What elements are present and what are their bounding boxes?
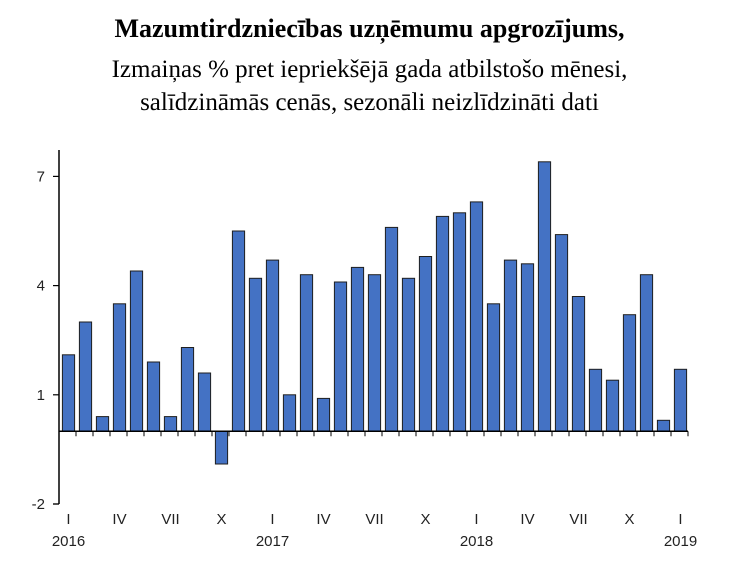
bar-series bbox=[61, 161, 688, 465]
bar-2016-07 bbox=[163, 416, 178, 432]
bar-2018-05 bbox=[537, 161, 552, 432]
bar-2016-12 bbox=[248, 277, 263, 432]
bar-2016-02 bbox=[78, 321, 93, 432]
x-year-label: 2019 bbox=[664, 533, 697, 550]
bar-2019-01 bbox=[673, 368, 688, 432]
x-month-label: X bbox=[420, 511, 430, 528]
bar-2017-08 bbox=[384, 226, 399, 432]
bar-2017-09 bbox=[401, 277, 416, 432]
y-tick-label: -2 bbox=[32, 496, 45, 513]
bar-2017-12 bbox=[452, 212, 467, 432]
y-tick-label: 4 bbox=[37, 278, 45, 295]
bar-2016-01 bbox=[61, 354, 76, 432]
bar-2016-10 bbox=[214, 430, 229, 465]
bar-2016-11 bbox=[231, 230, 246, 432]
y-tick-label: 1 bbox=[37, 387, 45, 404]
x-month-label: VII bbox=[161, 511, 179, 528]
bar-2017-04 bbox=[316, 397, 331, 432]
x-month-label: VII bbox=[365, 511, 383, 528]
bar-2016-05 bbox=[129, 270, 144, 432]
chart-subtitle-line2: salīdzināmās cenās, sezonāli neizlīdzinā… bbox=[140, 89, 599, 116]
bar-2018-10 bbox=[622, 314, 637, 432]
x-year-label: 2017 bbox=[256, 533, 289, 550]
x-month-label: I bbox=[678, 511, 682, 528]
tick-labels: 7 4 1 -2 I IV VII X I IV VII X I IV VII X I 2016 2017 2018 2… bbox=[32, 168, 698, 550]
bar-2016-03 bbox=[95, 416, 110, 432]
x-year-label: 2016 bbox=[52, 533, 85, 550]
bar-2017-02 bbox=[282, 394, 297, 432]
x-month-label: I bbox=[270, 511, 274, 528]
bar-2018-11 bbox=[639, 274, 654, 432]
bar-2018-09 bbox=[605, 379, 620, 432]
x-month-label: I bbox=[66, 511, 70, 528]
x-month-label: IV bbox=[316, 511, 330, 528]
x-year-label: 2018 bbox=[460, 533, 493, 550]
chart-subtitle-line1: Izmaiņas % pret iepriekšējā gada atbilst… bbox=[111, 56, 628, 83]
bar-2018-04 bbox=[520, 263, 535, 432]
bar-2017-01 bbox=[265, 259, 280, 432]
bar-2018-07 bbox=[571, 296, 586, 432]
bar-2017-11 bbox=[435, 215, 450, 432]
bar-2017-05 bbox=[333, 281, 348, 432]
bar-2017-03 bbox=[299, 274, 314, 432]
bar-2016-06 bbox=[146, 361, 161, 432]
bar-2017-06 bbox=[350, 266, 365, 432]
bar-2017-07 bbox=[367, 274, 382, 432]
x-month-label: IV bbox=[520, 511, 534, 528]
bar-2017-10 bbox=[418, 256, 433, 432]
y-tick-label: 7 bbox=[37, 168, 45, 185]
bar-2016-04 bbox=[112, 303, 127, 432]
x-month-label: IV bbox=[112, 511, 126, 528]
axes bbox=[53, 150, 689, 505]
chart-title: Mazumtirdzniecības uzņēmumu apgrozījums, bbox=[114, 14, 625, 43]
bar-2016-09 bbox=[197, 372, 212, 432]
x-month-label: VII bbox=[569, 511, 587, 528]
bar-2018-08 bbox=[588, 368, 603, 432]
bar-2016-08 bbox=[180, 347, 195, 432]
x-month-label: X bbox=[216, 511, 226, 528]
bar-2018-01 bbox=[469, 201, 484, 432]
bar-2018-02 bbox=[486, 303, 501, 432]
x-month-label: I bbox=[474, 511, 478, 528]
bar-2018-03 bbox=[503, 259, 518, 432]
bar-2018-12 bbox=[656, 419, 671, 432]
x-month-label: X bbox=[624, 511, 634, 528]
bar-2018-06 bbox=[554, 234, 569, 432]
